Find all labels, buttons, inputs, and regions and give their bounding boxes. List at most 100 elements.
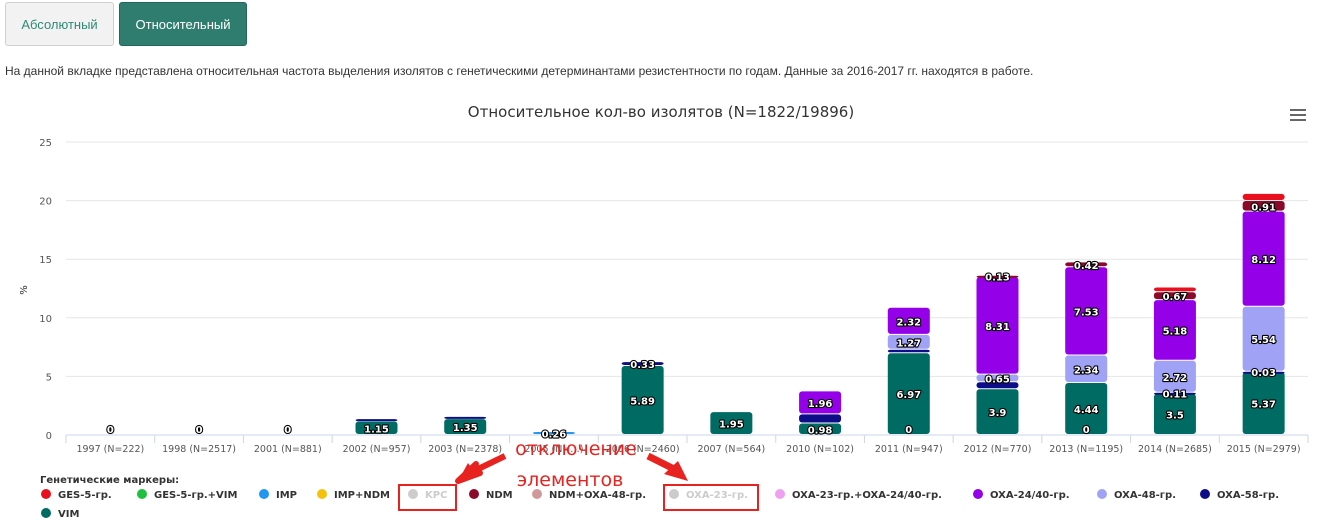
- bar-segment[interactable]: [1065, 355, 1108, 382]
- bar-segment[interactable]: [1153, 287, 1196, 292]
- legend-label: OXA-58-гр.: [1217, 490, 1279, 501]
- legend-label: GES-5-гр.: [58, 490, 112, 501]
- bar-segment[interactable]: [621, 362, 664, 365]
- bar-segment[interactable]: [976, 374, 1019, 382]
- highlight-box: [663, 484, 759, 511]
- bar-segment[interactable]: [799, 423, 842, 434]
- x-tick-label: 2013 (N=1195): [1049, 444, 1123, 455]
- data-label: 0.26: [542, 429, 567, 440]
- y-tick-label: 15: [39, 255, 52, 266]
- arrow-left-head: [457, 463, 478, 483]
- bar-segment[interactable]: [444, 419, 487, 434]
- legend-item[interactable]: OXA-23-гр.: [669, 489, 748, 501]
- legend-marker: [669, 489, 679, 499]
- bar-segment[interactable]: [355, 421, 398, 434]
- legend-marker: [259, 489, 269, 499]
- legend-item[interactable]: KPC: [408, 489, 447, 501]
- data-label: 8.31: [985, 322, 1010, 333]
- data-label: 0.33: [630, 360, 655, 371]
- data-label: 1.27: [896, 338, 921, 349]
- data-label: 0: [1083, 425, 1090, 436]
- data-label: 2.34: [1074, 365, 1099, 376]
- data-label: 0.91: [1251, 202, 1276, 213]
- bar-segment[interactable]: [1153, 360, 1196, 392]
- legend-item[interactable]: OXA-24/40-гр.: [973, 489, 1070, 501]
- x-tick-label: 2007 (N=564): [697, 444, 765, 455]
- x-tick-label: 2011 (N=947): [875, 444, 943, 455]
- bar-segment[interactable]: [621, 365, 664, 434]
- tab-bar: Абсолютный Относительный: [5, 2, 247, 46]
- x-tick-label: 2014 (N=2685): [1138, 444, 1212, 455]
- annotation: отключение элементов: [398, 438, 759, 511]
- bar-segment[interactable]: [1153, 392, 1196, 395]
- x-tick-label: 1997 (N=222): [76, 444, 144, 455]
- bar-segment[interactable]: [1242, 200, 1285, 211]
- legend-label: IMP: [276, 490, 297, 501]
- bar-segment[interactable]: [799, 391, 842, 414]
- tab-relative[interactable]: Относительный: [119, 2, 247, 46]
- legend-item[interactable]: GES-5-гр.+VIM: [137, 489, 238, 501]
- bar-segment[interactable]: [1242, 306, 1285, 371]
- bar-segment[interactable]: [976, 275, 1019, 278]
- bar-segment[interactable]: [887, 353, 930, 434]
- bar-segment[interactable]: [887, 349, 930, 353]
- legend-item[interactable]: IMP: [259, 489, 297, 501]
- bar-segment[interactable]: [1153, 300, 1196, 360]
- legend-item[interactable]: OXA-58-гр.: [1200, 489, 1279, 501]
- y-axis-label: %: [19, 285, 30, 295]
- data-label: 0: [284, 425, 291, 436]
- bar-segment[interactable]: [1242, 371, 1285, 374]
- data-label: 5.54: [1251, 335, 1276, 346]
- bar-segment[interactable]: [1153, 393, 1196, 434]
- legend-label: VIM: [58, 509, 79, 520]
- legend-item[interactable]: VIM: [41, 508, 79, 520]
- annotation-text: отключение: [515, 438, 637, 460]
- bar-segment[interactable]: [355, 419, 398, 422]
- bar-segment[interactable]: [1153, 292, 1196, 300]
- data-label: 0.98: [808, 425, 833, 436]
- bar-segment[interactable]: [1065, 267, 1108, 355]
- data-label: 7.53: [1074, 307, 1099, 318]
- chart-title: Относительное кол-во изолятов (N=1822/19…: [468, 103, 854, 121]
- bar-segment[interactable]: [1065, 262, 1108, 267]
- legend-item[interactable]: IMP+NDM: [317, 489, 390, 501]
- data-label: 5.18: [1163, 326, 1188, 337]
- legend-marker: [317, 489, 327, 499]
- chart-menu-icon[interactable]: [1288, 106, 1308, 124]
- tab-absolute[interactable]: Абсолютный: [5, 2, 114, 46]
- legend-item[interactable]: GES-5-гр.: [41, 489, 112, 501]
- x-tick-label: 1998 (N=2517): [162, 444, 236, 455]
- legend-item[interactable]: OXA-48-гр.: [1097, 489, 1176, 501]
- bar-segment[interactable]: [1065, 382, 1108, 434]
- bar-segment[interactable]: [532, 431, 575, 434]
- bar-segment[interactable]: [976, 389, 1019, 434]
- data-label: 1.96: [808, 399, 833, 410]
- data-label: 8.12: [1251, 255, 1276, 266]
- bar-segment[interactable]: [1242, 211, 1285, 306]
- legend-label: GES-5-гр.+VIM: [154, 490, 238, 501]
- legend-label: OXA-48-гр.: [1114, 490, 1176, 501]
- bar-segment[interactable]: [444, 416, 487, 419]
- legend-item[interactable]: NDM+OXA-48-гр.: [532, 489, 646, 501]
- legend-item[interactable]: NDM: [469, 489, 513, 501]
- bar-segment[interactable]: [887, 307, 930, 334]
- data-label: 4.44: [1074, 405, 1099, 416]
- annotation-text: элементов: [517, 469, 624, 491]
- legend-title: Генетические маркеры:: [40, 475, 179, 486]
- data-label: 0.03: [1251, 368, 1276, 379]
- data-label: 5.89: [630, 396, 655, 407]
- legend-label: OXA-23-гр.: [686, 490, 748, 501]
- legend-item[interactable]: OXA-23-гр.+OXA-24/40-гр.: [775, 489, 942, 501]
- bar-segment[interactable]: [799, 414, 842, 423]
- bar-segment[interactable]: [976, 277, 1019, 374]
- bar-segment[interactable]: [1242, 372, 1285, 434]
- data-label: 1.95: [719, 420, 744, 431]
- data-label: 0: [196, 425, 203, 436]
- arrow-right-head: [664, 461, 688, 481]
- bar-segment[interactable]: [976, 382, 1019, 389]
- bar-segment[interactable]: [887, 334, 930, 349]
- y-tick-label: 25: [39, 138, 52, 149]
- bar-segment[interactable]: [1242, 193, 1285, 200]
- legend-marker: [41, 508, 51, 518]
- bar-segment[interactable]: [710, 412, 753, 434]
